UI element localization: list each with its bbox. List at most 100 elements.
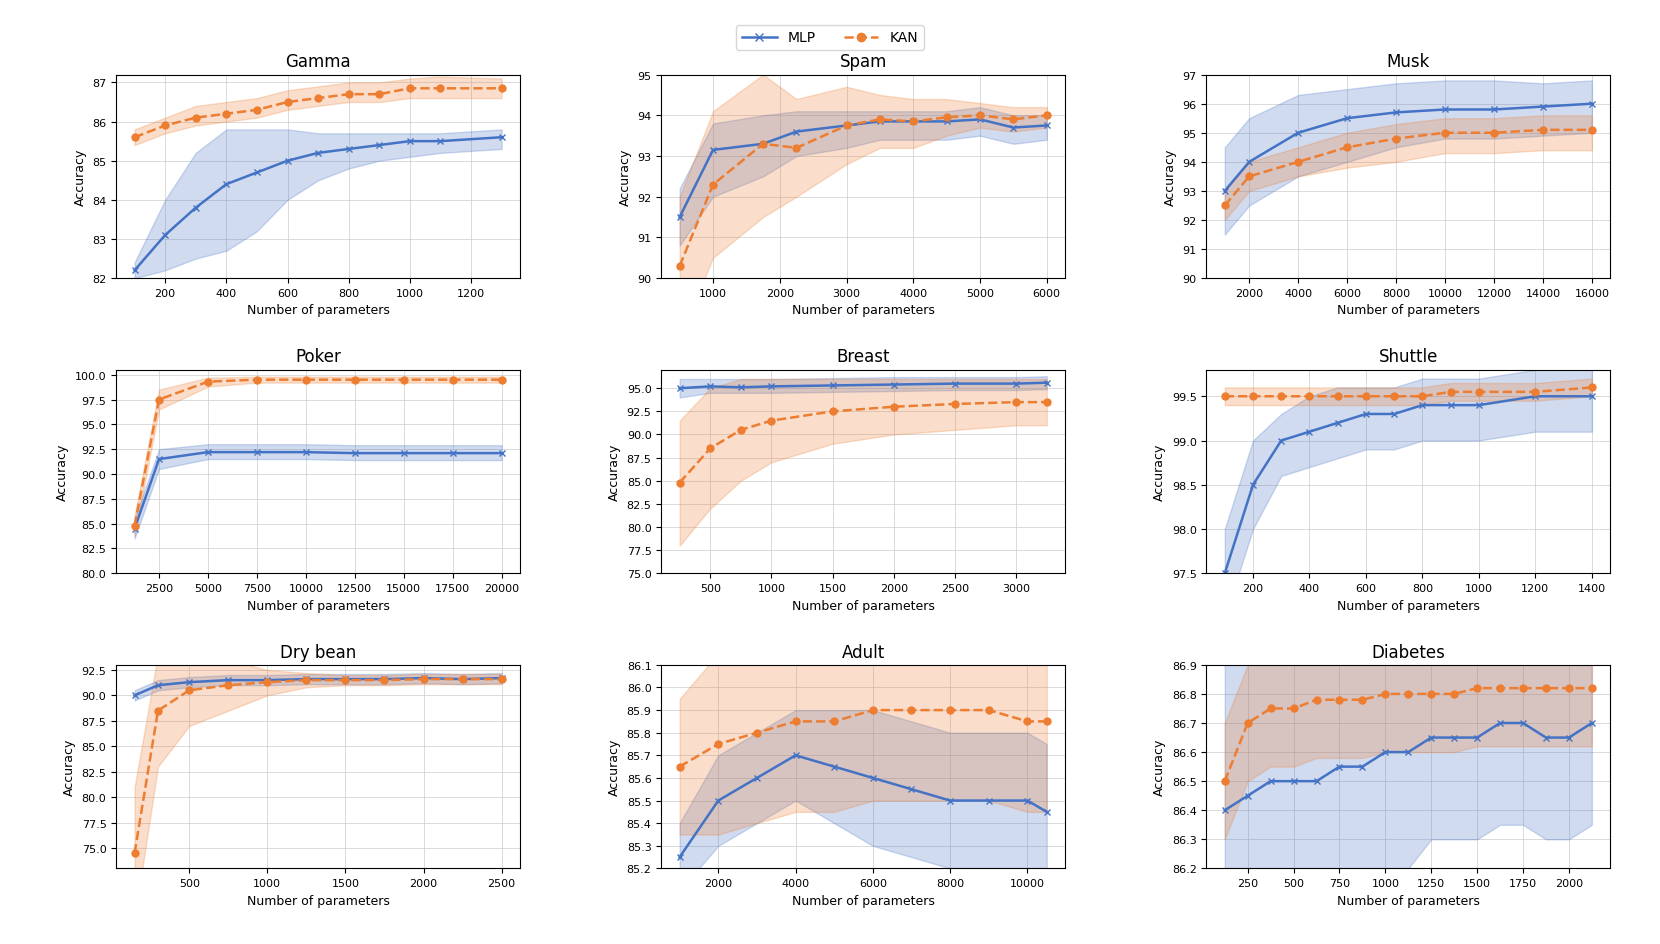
KAN xyxy=(1444,688,1464,700)
KAN xyxy=(1582,125,1602,136)
Line: KAN: KAN xyxy=(1222,685,1595,784)
KAN xyxy=(345,375,365,386)
KAN xyxy=(413,674,433,685)
X-axis label: Number of parameters: Number of parameters xyxy=(247,894,390,907)
MLP xyxy=(1018,795,1038,806)
X-axis label: Number of parameters: Number of parameters xyxy=(792,598,935,612)
MLP xyxy=(701,381,720,393)
Y-axis label: Accuracy: Accuracy xyxy=(608,444,621,500)
MLP xyxy=(1238,790,1258,801)
KAN xyxy=(148,705,168,716)
KAN xyxy=(369,90,388,101)
X-axis label: Number of parameters: Number of parameters xyxy=(1336,598,1479,612)
MLP xyxy=(1512,717,1532,729)
X-axis label: Number of parameters: Number of parameters xyxy=(792,894,935,907)
MLP xyxy=(393,448,413,460)
Title: Diabetes: Diabetes xyxy=(1371,643,1446,661)
MLP xyxy=(400,136,420,147)
MLP xyxy=(863,772,883,784)
MLP xyxy=(1376,747,1396,758)
MLP xyxy=(1038,378,1057,389)
KAN xyxy=(257,677,277,688)
KAN xyxy=(1215,776,1235,787)
Line: MLP: MLP xyxy=(131,135,505,275)
MLP xyxy=(154,230,174,242)
MLP xyxy=(1421,733,1441,744)
KAN xyxy=(730,425,750,436)
MLP xyxy=(901,784,921,795)
KAN xyxy=(936,112,956,124)
KAN xyxy=(762,415,782,427)
MLP xyxy=(1413,400,1433,412)
KAN xyxy=(1413,391,1433,402)
MLP xyxy=(257,675,277,686)
KAN xyxy=(969,110,989,122)
MLP xyxy=(1006,379,1026,390)
Line: MLP: MLP xyxy=(676,752,1051,861)
Line: KAN: KAN xyxy=(131,86,505,142)
Y-axis label: Accuracy: Accuracy xyxy=(73,148,86,206)
MLP xyxy=(883,379,903,391)
MLP xyxy=(1469,400,1489,412)
KAN xyxy=(901,704,921,716)
KAN xyxy=(837,121,857,132)
MLP xyxy=(936,117,956,128)
MLP xyxy=(709,795,729,806)
KAN xyxy=(903,117,923,128)
Line: KAN: KAN xyxy=(676,399,1051,486)
KAN xyxy=(430,83,450,94)
KAN xyxy=(825,716,845,727)
Y-axis label: Accuracy: Accuracy xyxy=(56,444,70,500)
Line: MLP: MLP xyxy=(676,379,1051,393)
MLP xyxy=(754,139,774,150)
MLP xyxy=(369,141,388,152)
MLP xyxy=(1288,128,1308,140)
MLP xyxy=(148,680,168,691)
KAN xyxy=(940,704,959,716)
MLP xyxy=(149,454,169,465)
MLP xyxy=(945,379,964,390)
KAN xyxy=(216,109,236,120)
Line: KAN: KAN xyxy=(1222,127,1595,210)
KAN xyxy=(1240,172,1260,183)
MLP xyxy=(823,380,843,392)
KAN xyxy=(186,113,206,125)
KAN xyxy=(1441,387,1461,398)
MLP xyxy=(186,203,206,214)
KAN xyxy=(309,93,329,105)
MLP xyxy=(969,114,989,126)
KAN xyxy=(1003,114,1023,126)
KAN xyxy=(1434,128,1454,140)
MLP xyxy=(1582,391,1602,402)
KAN xyxy=(335,675,355,686)
KAN xyxy=(1582,382,1602,394)
MLP xyxy=(124,523,144,534)
KAN xyxy=(979,704,999,716)
Line: KAN: KAN xyxy=(676,707,1051,770)
MLP xyxy=(1434,105,1454,116)
MLP xyxy=(297,674,317,685)
Title: Breast: Breast xyxy=(837,348,890,366)
KAN xyxy=(945,399,964,411)
Y-axis label: Accuracy: Accuracy xyxy=(1154,738,1167,796)
KAN xyxy=(701,444,720,455)
KAN xyxy=(1288,157,1308,168)
Line: MLP: MLP xyxy=(1222,719,1595,814)
MLP xyxy=(1272,435,1291,447)
Title: Spam: Spam xyxy=(840,53,886,71)
MLP xyxy=(339,144,359,156)
KAN xyxy=(491,83,511,94)
MLP xyxy=(1240,157,1260,168)
MLP xyxy=(1536,733,1555,744)
KAN xyxy=(669,478,689,489)
MLP xyxy=(1243,480,1263,491)
KAN xyxy=(787,143,807,155)
MLP xyxy=(216,179,236,191)
KAN xyxy=(1491,683,1511,694)
MLP xyxy=(669,851,689,863)
MLP xyxy=(979,795,999,806)
KAN xyxy=(1356,391,1376,402)
Line: KAN: KAN xyxy=(1222,384,1595,400)
KAN xyxy=(1536,683,1555,694)
Line: KAN: KAN xyxy=(131,676,505,857)
